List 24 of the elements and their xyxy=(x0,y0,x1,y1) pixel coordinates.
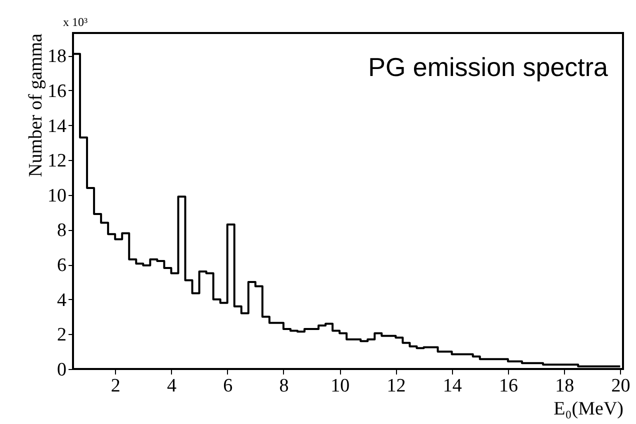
y-tick-label: 8 xyxy=(57,220,66,242)
x-tick-label: 4 xyxy=(166,376,177,396)
y-tick-label: 12 xyxy=(48,150,66,172)
y-tick-label: 4 xyxy=(57,290,67,311)
text: PG emission spectra xyxy=(368,52,609,82)
text: x 10³ xyxy=(63,15,88,29)
y-tick-label: 14 xyxy=(48,116,67,137)
x-tick-label: 20 xyxy=(611,376,630,396)
x-tick-label: 8 xyxy=(279,376,289,396)
x-tick-label: 10 xyxy=(330,376,350,396)
y-tick-label: 6 xyxy=(57,255,66,276)
y-tick-label: 0 xyxy=(57,360,66,380)
x-tick-label: 18 xyxy=(555,376,574,396)
y-axis-title: Number of gamma xyxy=(26,32,46,178)
x-tick-label: 2 xyxy=(110,376,120,396)
x-tick-label: 6 xyxy=(223,376,233,396)
x-tick-label: 16 xyxy=(498,376,518,396)
y-tick-label: 18 xyxy=(48,46,66,68)
y-tick-label: 10 xyxy=(48,185,66,206)
x-tick-label: 12 xyxy=(386,376,406,396)
y-tick-label: 2 xyxy=(57,324,66,346)
x-axis-title: E₀(MeV) xyxy=(554,398,624,420)
y-tick-label: 16 xyxy=(48,80,66,102)
x-tick-label: 14 xyxy=(442,376,462,396)
